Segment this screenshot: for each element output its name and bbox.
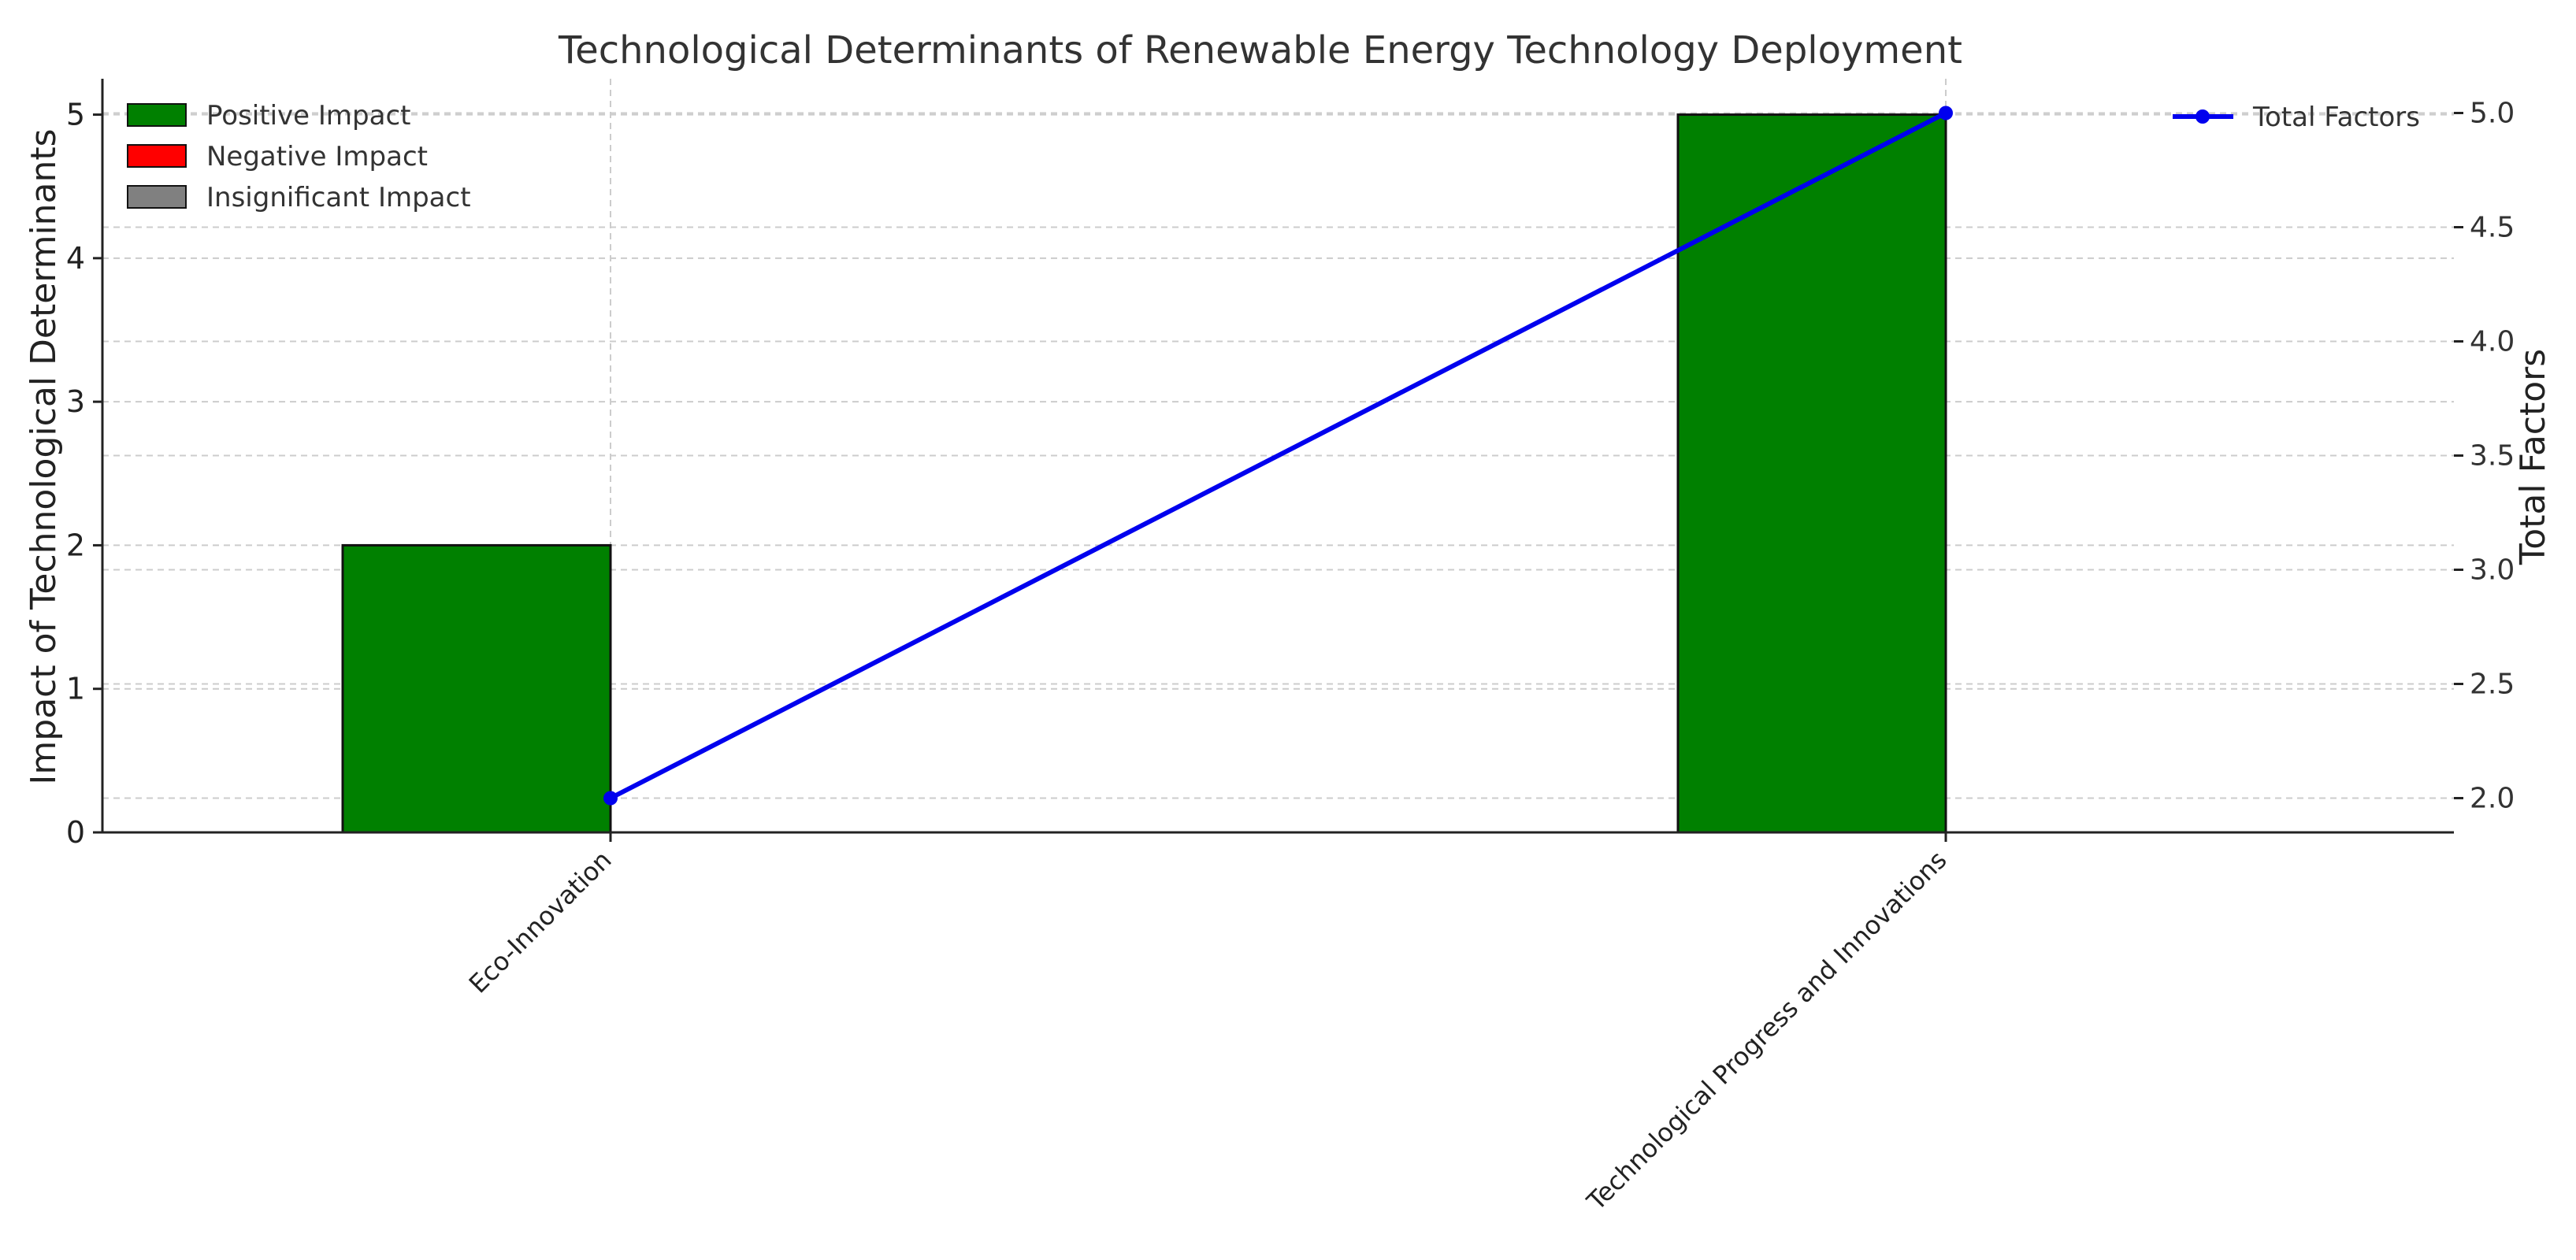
legend-label: Negative Impact <box>206 141 428 172</box>
legend-line-marker <box>2196 109 2210 124</box>
y-ticks-left: 0 1 2 3 4 5 <box>66 98 102 850</box>
x-tick-label: Technological Progress and Innovations <box>1580 845 1952 1217</box>
bars <box>341 113 1947 834</box>
y-tick-label: 2 <box>66 528 85 562</box>
axes <box>101 79 2454 834</box>
bar-positive-impact <box>341 543 612 834</box>
total-factors-series <box>603 106 1953 806</box>
total-factors-point <box>1939 106 1953 120</box>
y-tick-label: 3 <box>66 384 85 419</box>
y2-tick-label: 4.0 <box>2470 326 2515 358</box>
y2-tick-label: 3.5 <box>2470 440 2515 472</box>
legend-swatch <box>127 144 187 168</box>
x-tick-label: Eco-Innovation <box>463 845 618 999</box>
legend-swatch <box>127 185 187 209</box>
y2-axis-label: Total Factors <box>2513 349 2553 565</box>
y-tick-label: 4 <box>66 241 85 276</box>
y-ticks-right: 2.0 2.5 3.0 3.5 4.0 4.5 5.0 <box>2454 98 2515 815</box>
legend-label: Positive Impact <box>206 100 410 132</box>
x-ticks: Eco-Innovation Technological Progress and… <box>463 832 1953 1217</box>
y2-tick-label: 5.0 <box>2470 98 2515 130</box>
y-tick-label: 0 <box>66 815 85 850</box>
chart-title: Technological Determinants of Renewable … <box>558 28 1962 72</box>
y-tick-label: 1 <box>66 672 85 706</box>
y-axis-label: Impact of Technological Determinants <box>24 128 64 784</box>
legend-swatch <box>127 103 187 127</box>
bar-positive-impact <box>1676 113 1947 834</box>
total-factors-line <box>609 110 1947 801</box>
legend-label: Total Factors <box>2252 102 2420 133</box>
y2-tick-label: 2.5 <box>2470 669 2515 701</box>
y2-tick-label: 3.0 <box>2470 554 2515 587</box>
total-factors-point <box>603 791 618 806</box>
y2-tick-label: 2.0 <box>2470 783 2515 815</box>
legend-label: Insignificant Impact <box>206 182 471 213</box>
y-tick-label: 5 <box>66 98 85 132</box>
legend-right: Total Factors <box>2173 102 2420 133</box>
legend-left: Positive Impact Negative Impact Insignific… <box>127 100 471 213</box>
y2-tick-label: 4.5 <box>2470 212 2515 244</box>
